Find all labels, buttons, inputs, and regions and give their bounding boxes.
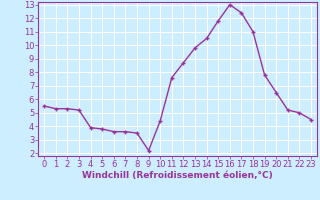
X-axis label: Windchill (Refroidissement éolien,°C): Windchill (Refroidissement éolien,°C) [82,171,273,180]
